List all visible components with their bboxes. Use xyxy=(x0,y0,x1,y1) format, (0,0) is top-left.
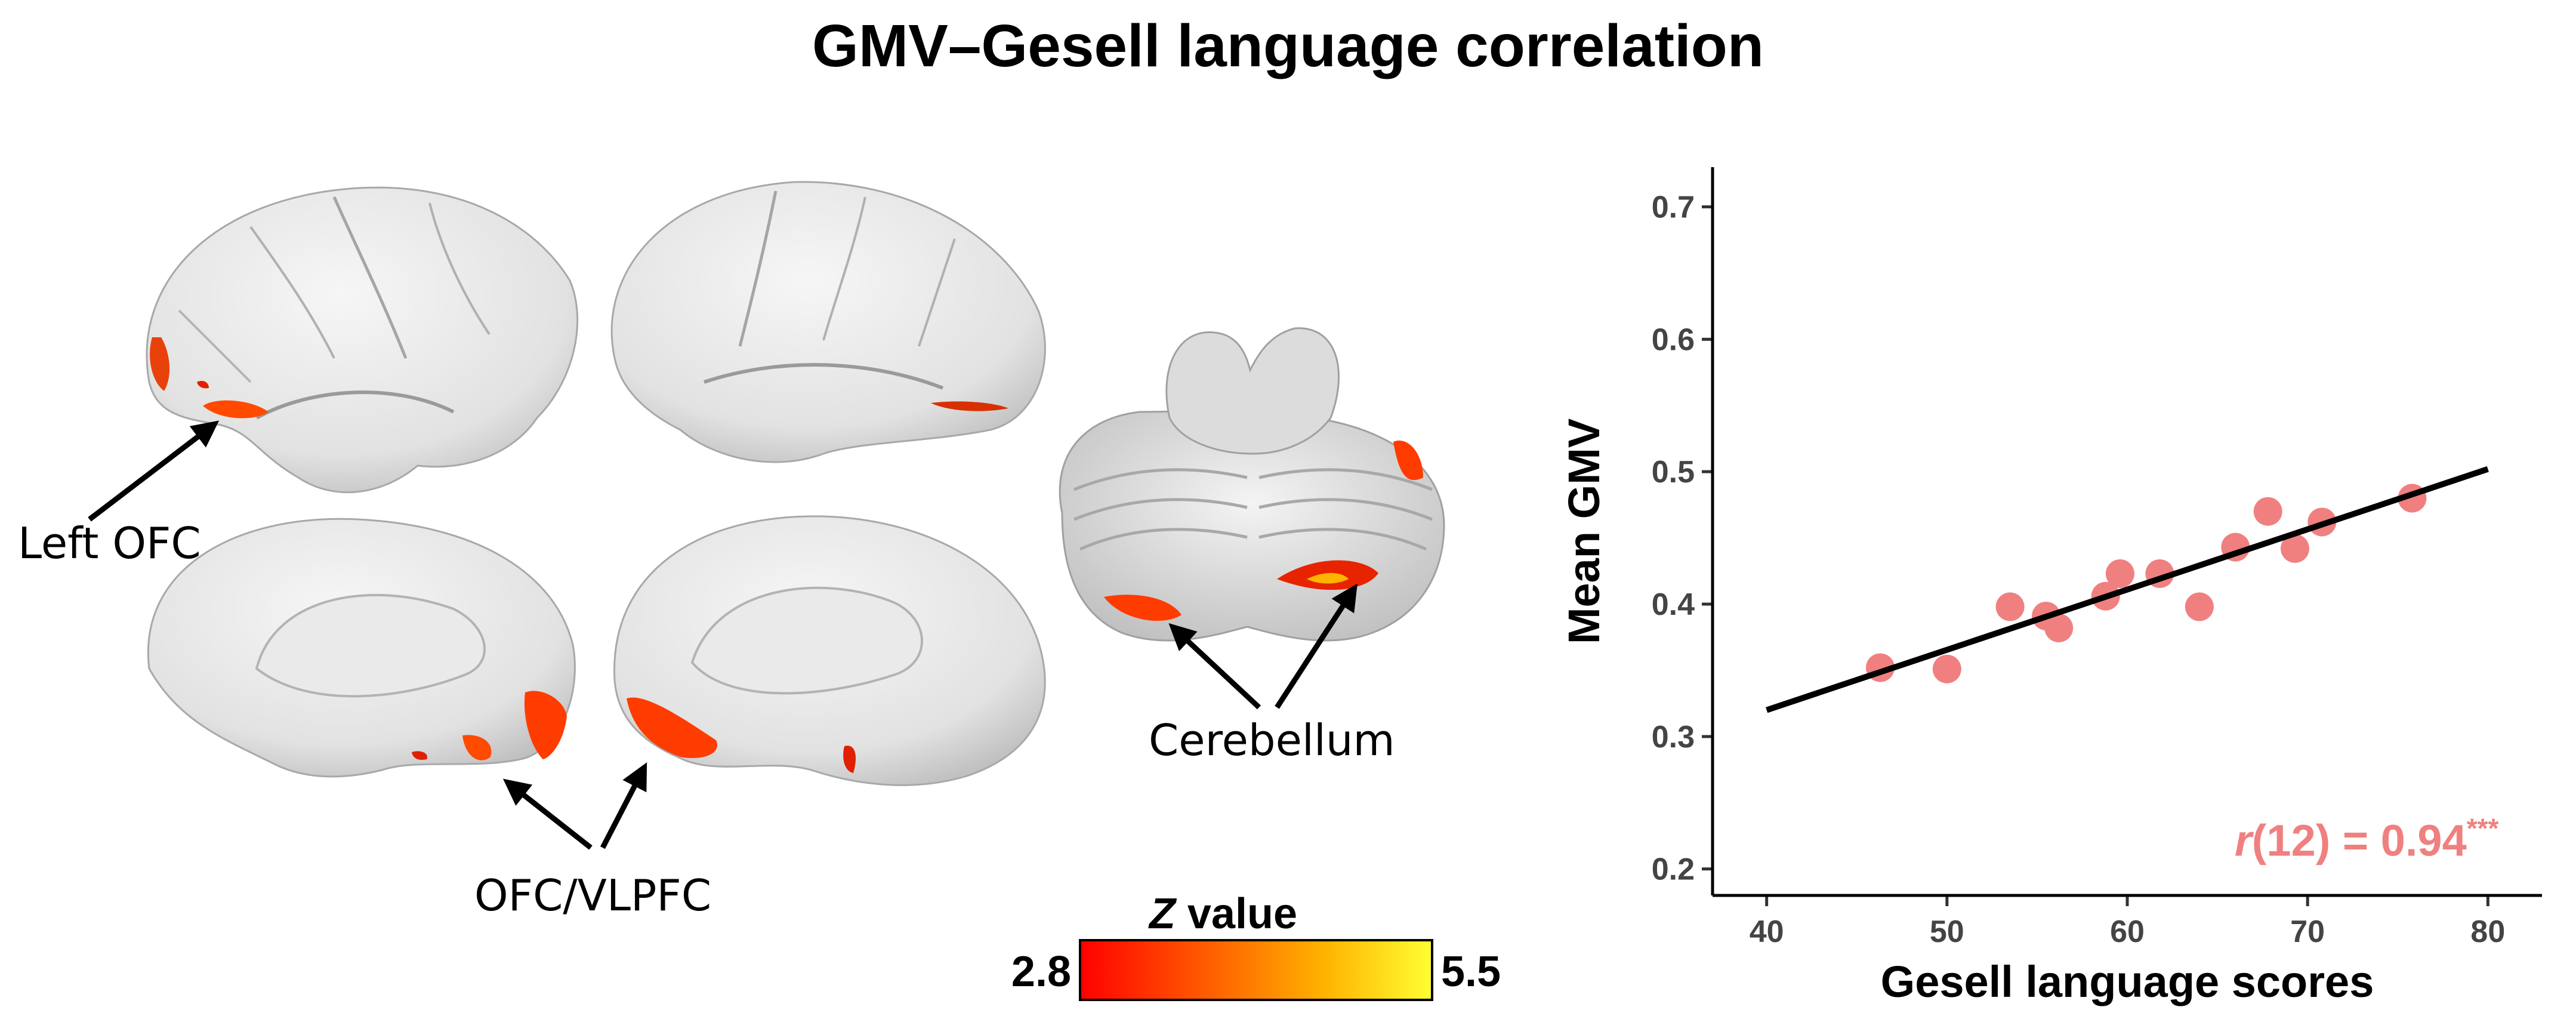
x-axis-label: Gesell language scores xyxy=(1881,957,2374,1006)
scatter-point xyxy=(2185,592,2214,621)
scatter-point xyxy=(2253,497,2282,526)
page-title: GMV–Gesell language correlation xyxy=(812,13,1764,79)
label-ofc-vlpfc: OFC/VLPFC xyxy=(474,870,711,921)
scatter-point xyxy=(2105,559,2134,588)
cerebellum-render xyxy=(1059,327,1445,642)
scatter-point xyxy=(2044,613,2074,642)
x-tick-label: 80 xyxy=(2470,915,2505,949)
brain-annotations: Left OFC OFC/VLPFC Cerebellum xyxy=(18,420,1395,921)
annotation-significance: *** xyxy=(2467,812,2499,843)
scatter-points xyxy=(1866,484,2427,684)
y-tick-label: 0.4 xyxy=(1652,587,1695,622)
scatter-plot: 0.2 0.3 0.4 0.5 0.6 0.7 40 50 60 70 80 Mean GMV G… xyxy=(1559,167,2542,1006)
annotation-r: r xyxy=(2235,815,2254,865)
arrow-cerebellum-right xyxy=(1275,583,1358,709)
colorbar-min: 2.8 xyxy=(1011,948,1071,996)
y-ticks: 0.2 0.3 0.4 0.5 0.6 0.7 xyxy=(1652,190,1713,887)
colorbar-title-italic: Z xyxy=(1148,890,1177,938)
regression-line xyxy=(1766,466,2489,713)
arrow-ofc-medial-right xyxy=(600,762,647,849)
y-tick-label: 0.3 xyxy=(1652,720,1695,755)
colorbar-title: Z value xyxy=(1148,890,1297,938)
y-tick-label: 0.5 xyxy=(1652,455,1695,490)
y-tick-label: 0.7 xyxy=(1652,190,1695,225)
colorbar-title-rest: value xyxy=(1176,890,1297,938)
colorbar: Z value 2.8 5.5 xyxy=(1011,890,1501,1001)
label-left-ofc: Left OFC xyxy=(18,518,201,568)
x-tick-label: 50 xyxy=(1930,915,1964,949)
arrow-cerebellum-left xyxy=(1168,623,1261,710)
y-tick-label: 0.6 xyxy=(1652,322,1695,357)
annotation-value: (12) = 0.94 xyxy=(2252,815,2467,865)
x-tick-label: 40 xyxy=(1750,915,1784,949)
correlation-annotation: r(12) = 0.94*** xyxy=(2235,812,2499,865)
x-tick-label: 70 xyxy=(2290,915,2325,949)
brain-left-medial xyxy=(147,518,576,778)
label-cerebellum: Cerebellum xyxy=(1149,715,1395,765)
colorbar-gradient xyxy=(1079,939,1433,1001)
x-tick-label: 60 xyxy=(2110,915,2145,949)
scatter-point xyxy=(2281,534,2310,563)
y-tick-label: 0.2 xyxy=(1652,852,1695,887)
arrow-ofc-medial-left xyxy=(502,778,593,850)
brain-right-medial xyxy=(613,515,1046,786)
x-ticks: 40 50 60 70 80 xyxy=(1750,895,2505,949)
brain-right-lateral xyxy=(610,181,1046,463)
colorbar-max: 5.5 xyxy=(1441,948,1501,996)
y-axis-label: Mean GMV xyxy=(1559,418,1609,644)
arrow-left-ofc xyxy=(88,420,220,522)
brain-left-lateral xyxy=(146,186,579,494)
scatter-point xyxy=(1995,592,2025,621)
scatter-point xyxy=(1932,654,1961,684)
